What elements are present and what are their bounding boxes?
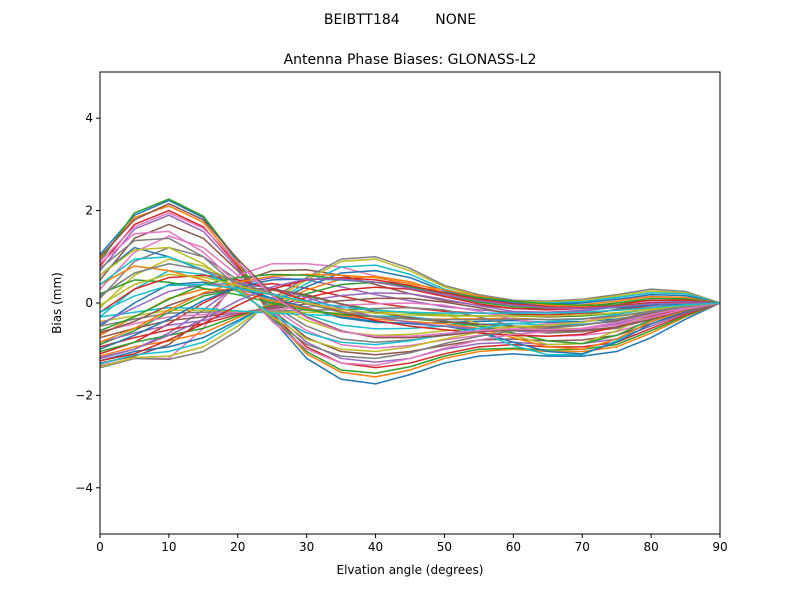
series-line	[100, 265, 720, 350]
x-axis-label: Elvation angle (degrees)	[337, 563, 484, 577]
series-line	[100, 276, 720, 362]
x-tick-label: 90	[712, 540, 727, 554]
x-tick-label: 80	[643, 540, 658, 554]
series-line	[100, 246, 720, 355]
x-tick-label: 30	[299, 540, 314, 554]
x-tick-label: 50	[437, 540, 452, 554]
x-tick-label: 20	[230, 540, 245, 554]
series-line	[100, 258, 720, 368]
x-tick-label: 70	[575, 540, 590, 554]
y-axis-label: Bias (mm)	[50, 272, 64, 334]
x-tick-label: 40	[368, 540, 383, 554]
x-tick-label: 60	[506, 540, 521, 554]
series-line	[100, 205, 720, 378]
series-layer	[100, 198, 720, 385]
y-tick-label: 0	[85, 296, 93, 310]
chart-title: Antenna Phase Biases: GLONASS-L2	[284, 52, 537, 68]
series-line	[100, 302, 720, 334]
series-line	[100, 275, 720, 357]
series-line	[100, 246, 720, 353]
series-line	[100, 297, 720, 339]
figure-suptitle: BEIBTT184 NONE	[324, 12, 476, 28]
series-line	[100, 202, 720, 339]
x-tick-label: 10	[161, 540, 176, 554]
series-line	[100, 198, 720, 374]
series-line	[100, 199, 720, 385]
series-line	[100, 264, 720, 365]
series-line	[100, 256, 720, 369]
x-tick-label: 0	[96, 540, 104, 554]
series-line	[100, 235, 720, 350]
series-line	[100, 237, 720, 360]
y-tick-label: 2	[85, 204, 93, 218]
y-axis: −4 −2 0 2 4	[75, 111, 100, 495]
y-tick-label: 4	[85, 111, 93, 125]
x-axis: 0 10 20 30 40 50 60 70 80 90	[96, 534, 728, 554]
series-line	[100, 278, 720, 359]
series-line	[100, 262, 720, 321]
y-tick-label: −2	[75, 388, 93, 402]
y-tick-label: −4	[75, 481, 93, 495]
series-line	[100, 230, 720, 367]
series-line	[100, 273, 720, 317]
series-line	[100, 212, 720, 338]
series-line	[100, 283, 720, 314]
series-line	[100, 269, 720, 362]
series-line	[100, 287, 720, 334]
series-line	[100, 302, 720, 356]
